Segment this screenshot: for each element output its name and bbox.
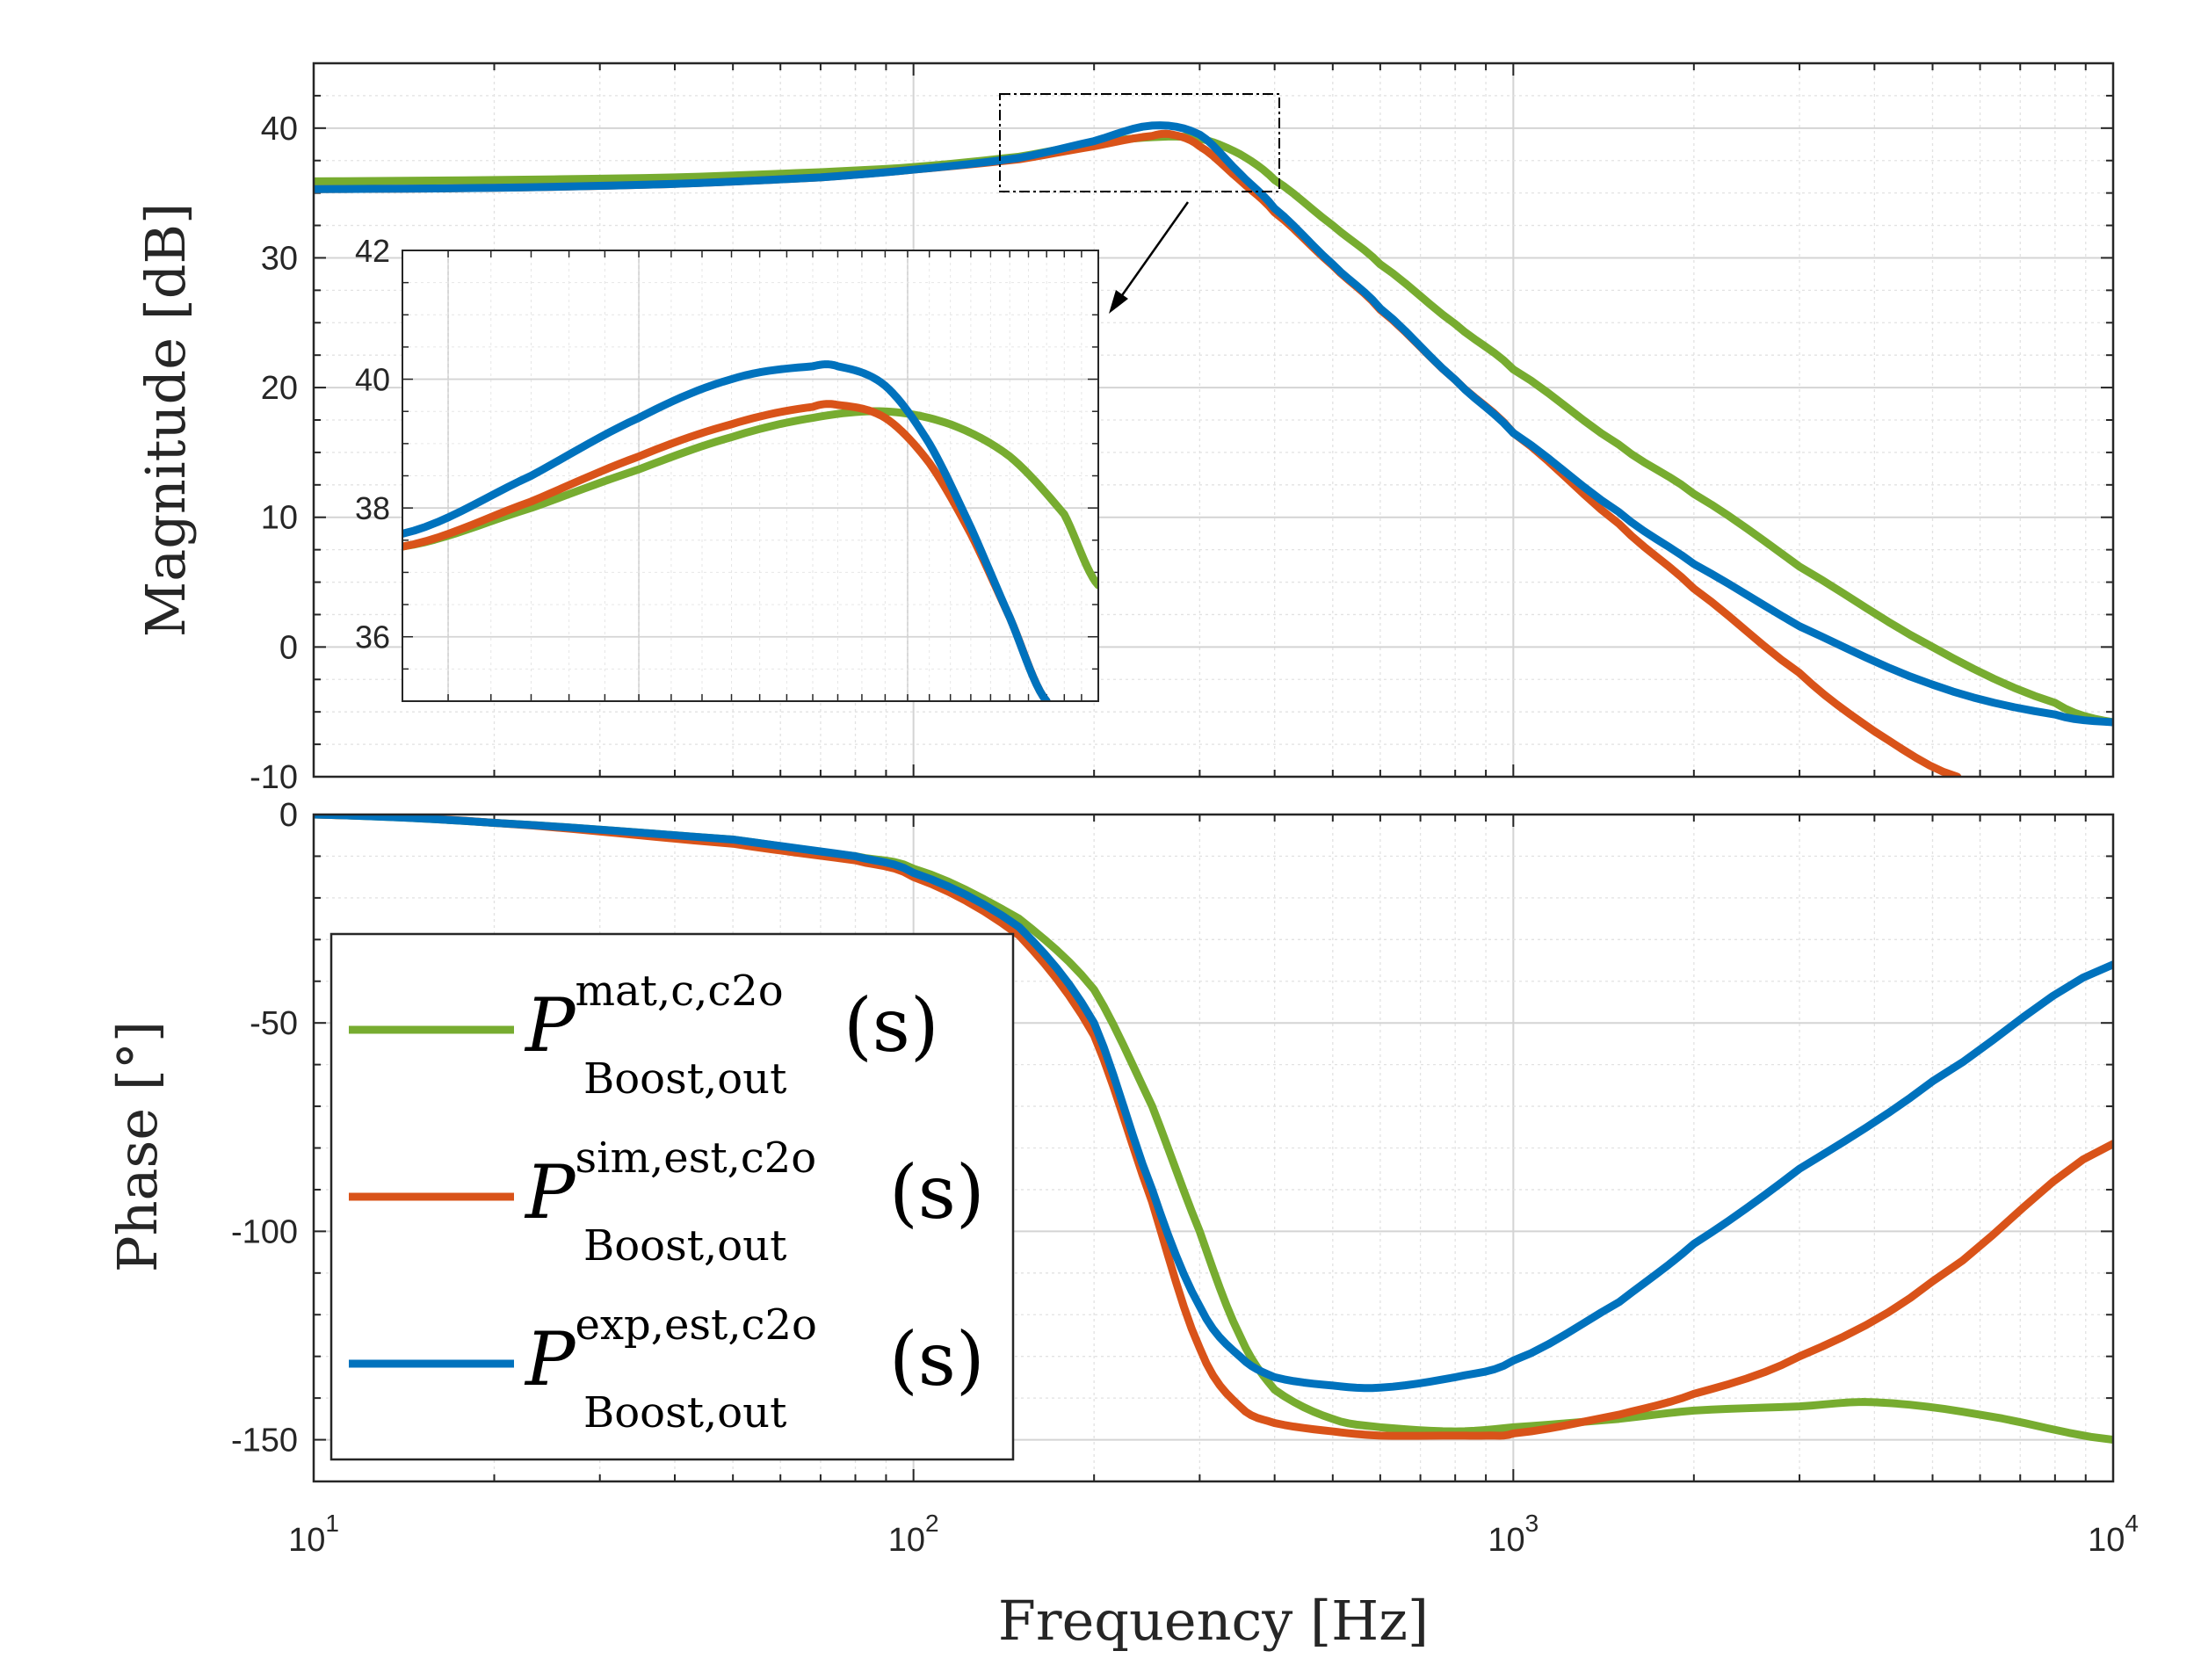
inset-axes-frame [402, 250, 1099, 702]
legend-entry-mat: Pmat,c,c2o Boost,out(s) [349, 967, 939, 1104]
zoom-arrow-line [1119, 201, 1190, 299]
phase-axes-frame [312, 813, 2115, 1483]
legend-entry-sim: Psim,est,c2o Boost,out(s) [349, 1133, 985, 1271]
y-tick-label: -50 [250, 1005, 298, 1042]
series-line-mat-c-c2o [314, 132, 2113, 727]
magnitude-y-ticks: -10 0 10 20 30 40 [250, 111, 298, 796]
y-tick-label: 36 [355, 619, 390, 655]
x-tick-label: 104 [2088, 1510, 2139, 1559]
inset-series [402, 360, 1098, 701]
y-tick-label: -10 [250, 759, 298, 796]
y-tick-label: 30 [261, 240, 298, 277]
legend: Pmat,c,c2o Boost,out(s) Psim,est,c2o Boost… [329, 932, 1015, 1461]
series-line-exp-est-c2o [314, 121, 2113, 727]
y-tick-label: 0 [279, 629, 298, 666]
y-tick-label: -150 [231, 1423, 298, 1459]
y-tick-label: 40 [261, 111, 298, 148]
magnitude-axes-frame [312, 62, 2115, 778]
legend-label-exp: Pexp,est,c2o Boost,out(s) [524, 1300, 985, 1437]
series-line-exp-est-c2o [314, 815, 2113, 1393]
inset-panel: 36 38 40 42 [355, 233, 1099, 702]
inset-y-ticks: 36 38 40 42 [355, 233, 390, 655]
y-tick-label: 40 [355, 362, 390, 398]
zoom-region-box [999, 93, 1280, 192]
y-tick-label: 42 [355, 233, 390, 269]
legend-label-mat: Pmat,c,c2o Boost,out(s) [524, 967, 939, 1104]
legend-label-sim: Psim,est,c2o Boost,out(s) [524, 1133, 985, 1271]
phase-ylabel: Phase [°] [105, 1021, 170, 1272]
phase-x-ticks: 101 102 103 104 [288, 1510, 2139, 1559]
y-tick-label: 38 [355, 490, 390, 526]
y-tick-label: -100 [231, 1213, 298, 1250]
y-tick-label: 20 [261, 370, 298, 407]
phase-y-ticks: -150 -100 -50 0 [231, 797, 298, 1459]
y-tick-label: 0 [279, 797, 298, 834]
magnitude-series [314, 121, 2113, 777]
frequency-xlabel: Frequency [Hz] [998, 1589, 1429, 1653]
legend-entry-exp: Pexp,est,c2o Boost,out(s) [349, 1300, 985, 1437]
x-tick-label: 102 [888, 1510, 939, 1559]
y-tick-label: 10 [261, 500, 298, 537]
x-tick-label: 103 [1488, 1510, 1539, 1559]
zoom-arrow-head [1109, 290, 1128, 314]
x-tick-label: 101 [288, 1510, 339, 1559]
series-line-mat-c-c2o [402, 407, 1098, 590]
series-line-exp-est-c2o [402, 360, 1051, 701]
phase-series [314, 815, 2113, 1445]
magnitude-ylabel: Magnitude [dB] [134, 203, 198, 637]
